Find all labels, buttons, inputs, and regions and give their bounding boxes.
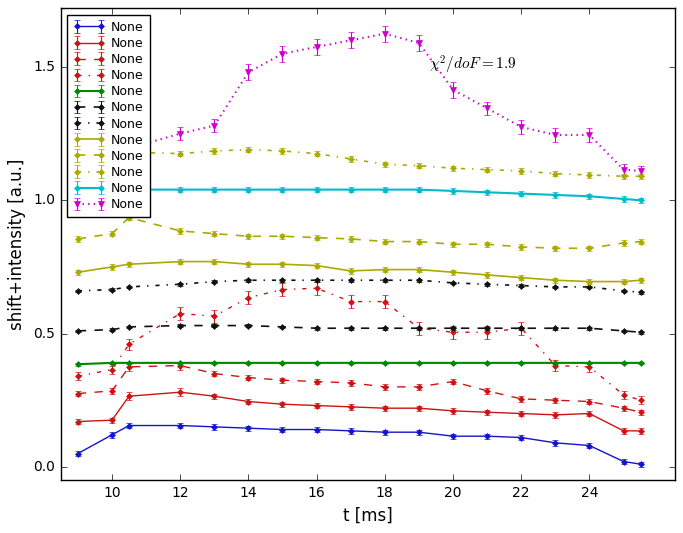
Text: $\chi^2/doF = 1.9$: $\chi^2/doF = 1.9$ (429, 54, 517, 76)
Y-axis label: shift+intensity [a.u.]: shift+intensity [a.u.] (8, 158, 27, 330)
X-axis label: t [ms]: t [ms] (343, 507, 393, 524)
Legend: None, None, None, None, None, None, None, None, None, None, None, None: None, None, None, None, None, None, None… (67, 14, 150, 217)
